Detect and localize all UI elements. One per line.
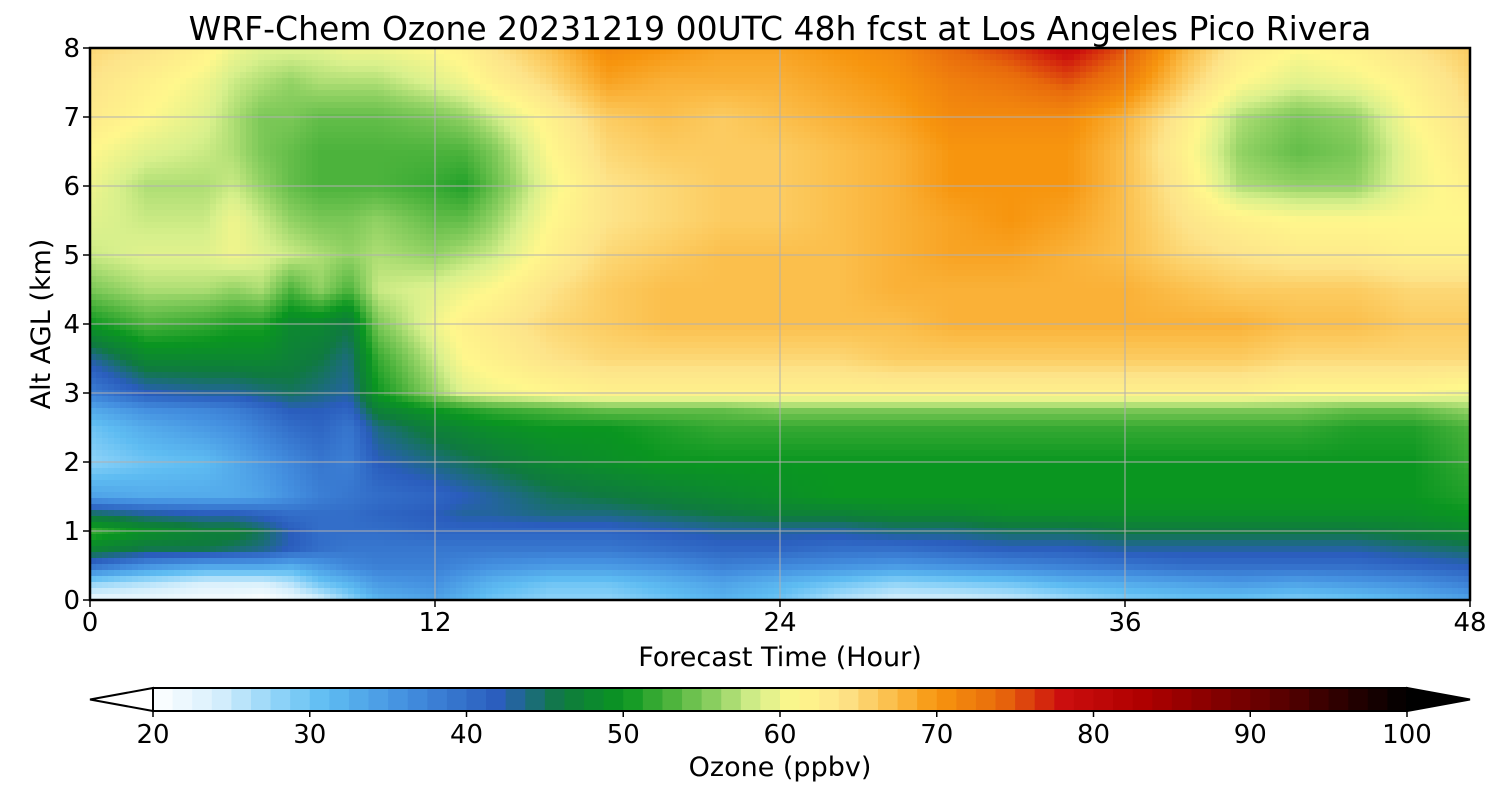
colorbar-segment xyxy=(427,688,447,711)
colorbar-segment xyxy=(251,688,271,711)
colorbar-segment xyxy=(192,688,212,711)
colorbar: 20 30 40 50 60 70 80 90 100 xyxy=(90,688,1470,750)
y-tick-label: 2 xyxy=(63,448,80,478)
colorbar-segment xyxy=(408,688,428,711)
colorbar-segment xyxy=(1231,688,1251,711)
colorbar-segment xyxy=(1152,688,1172,711)
colorbar-max-extend xyxy=(1407,688,1470,711)
colorbar-segment xyxy=(290,688,310,711)
colorbar-segment xyxy=(525,688,545,711)
colorbar-segment xyxy=(1250,688,1270,711)
colorbar-segment xyxy=(231,688,251,711)
colorbar-tick-label: 60 xyxy=(763,720,796,750)
colorbar-segment xyxy=(917,688,937,711)
colorbar-segment xyxy=(760,688,780,711)
colorbar-segment xyxy=(153,688,173,711)
colorbar-segment xyxy=(486,688,506,711)
colorbar-segment xyxy=(996,688,1016,711)
colorbar-segment xyxy=(976,688,996,711)
colorbar-tick-label: 20 xyxy=(136,720,169,750)
y-tick-label: 5 xyxy=(63,241,80,271)
colorbar-tick-label: 30 xyxy=(293,720,326,750)
colorbar-label: Ozone (ppbv) xyxy=(689,752,872,783)
colorbar-segment xyxy=(898,688,918,711)
colorbar-segment xyxy=(702,688,722,711)
colorbar-segment xyxy=(564,688,584,711)
chart-title: WRF-Chem Ozone 20231219 00UTC 48h fcst a… xyxy=(189,9,1372,48)
colorbar-segment xyxy=(819,688,839,711)
y-tick-label: 3 xyxy=(63,379,80,409)
colorbar-segment xyxy=(1054,688,1074,711)
colorbar-segment xyxy=(369,688,389,711)
colorbar-segment xyxy=(1113,688,1133,711)
chart: WRF-Chem Ozone 20231219 00UTC 48h fcst a… xyxy=(0,0,1500,800)
x-tick-label: 48 xyxy=(1453,608,1486,638)
colorbar-tick-label: 90 xyxy=(1234,720,1267,750)
colorbar-tick-label: 50 xyxy=(607,720,640,750)
colorbar-segment xyxy=(682,688,702,711)
colorbar-tick-label: 70 xyxy=(920,720,953,750)
y-tick-label: 7 xyxy=(63,103,80,133)
colorbar-segment xyxy=(1015,688,1035,711)
colorbar-segment xyxy=(545,688,565,711)
y-tick-label: 6 xyxy=(63,172,80,202)
colorbar-segment xyxy=(858,688,878,711)
colorbar-segment xyxy=(1368,688,1388,711)
colorbar-segment xyxy=(623,688,643,711)
colorbar-segment xyxy=(1035,688,1055,711)
colorbar-segment xyxy=(1329,688,1349,711)
x-tick-label: 0 xyxy=(82,608,99,638)
colorbar-tick-label: 100 xyxy=(1382,720,1432,750)
colorbar-tick-label: 40 xyxy=(450,720,483,750)
colorbar-segment xyxy=(1191,688,1211,711)
colorbar-segment xyxy=(1094,688,1114,711)
colorbar-segment xyxy=(1270,688,1290,711)
colorbar-segment xyxy=(349,688,369,711)
x-tick-label: 24 xyxy=(763,608,796,638)
x-tick-label: 36 xyxy=(1108,608,1141,638)
colorbar-segment xyxy=(212,688,232,711)
y-tick-label: 8 xyxy=(63,34,80,64)
colorbar-segment xyxy=(1387,688,1407,711)
colorbar-segment xyxy=(271,688,291,711)
colorbar-segment xyxy=(1289,688,1309,711)
colorbar-segment xyxy=(506,688,526,711)
colorbar-segment xyxy=(878,688,898,711)
colorbar-segment xyxy=(839,688,859,711)
colorbar-segment xyxy=(1309,688,1329,711)
colorbar-segment xyxy=(173,688,193,711)
colorbar-segment xyxy=(1172,688,1192,711)
colorbar-segment xyxy=(741,688,761,711)
colorbar-segment xyxy=(1348,688,1368,711)
x-tick-label: 12 xyxy=(418,608,451,638)
colorbar-segment xyxy=(643,688,663,711)
colorbar-segment xyxy=(1211,688,1231,711)
colorbar-tick-label: 80 xyxy=(1077,720,1110,750)
x-axis-label: Forecast Time (Hour) xyxy=(638,642,922,673)
colorbar-segment xyxy=(310,688,330,711)
colorbar-segment xyxy=(780,688,800,711)
colorbar-segment xyxy=(604,688,624,711)
colorbar-segment xyxy=(467,688,487,711)
y-tick-label: 4 xyxy=(63,310,80,340)
x-axis: 0 12 24 36 48 xyxy=(82,600,1487,638)
y-tick-label: 0 xyxy=(63,586,80,616)
colorbar-segment xyxy=(329,688,349,711)
colorbar-segment xyxy=(800,688,820,711)
colorbar-segment xyxy=(662,688,682,711)
colorbar-segment xyxy=(584,688,604,711)
y-axis: 0 1 2 3 4 5 6 7 8 xyxy=(63,34,90,616)
colorbar-segment xyxy=(956,688,976,711)
colorbar-segment xyxy=(388,688,408,711)
colorbar-segment xyxy=(1074,688,1094,711)
y-tick-label: 1 xyxy=(63,517,80,547)
colorbar-segment xyxy=(937,688,957,711)
colorbar-segment xyxy=(447,688,467,711)
colorbar-segment xyxy=(721,688,741,711)
y-axis-label: Alt AGL (km) xyxy=(26,239,57,410)
colorbar-min-extend xyxy=(90,688,153,711)
colorbar-segment xyxy=(1133,688,1153,711)
